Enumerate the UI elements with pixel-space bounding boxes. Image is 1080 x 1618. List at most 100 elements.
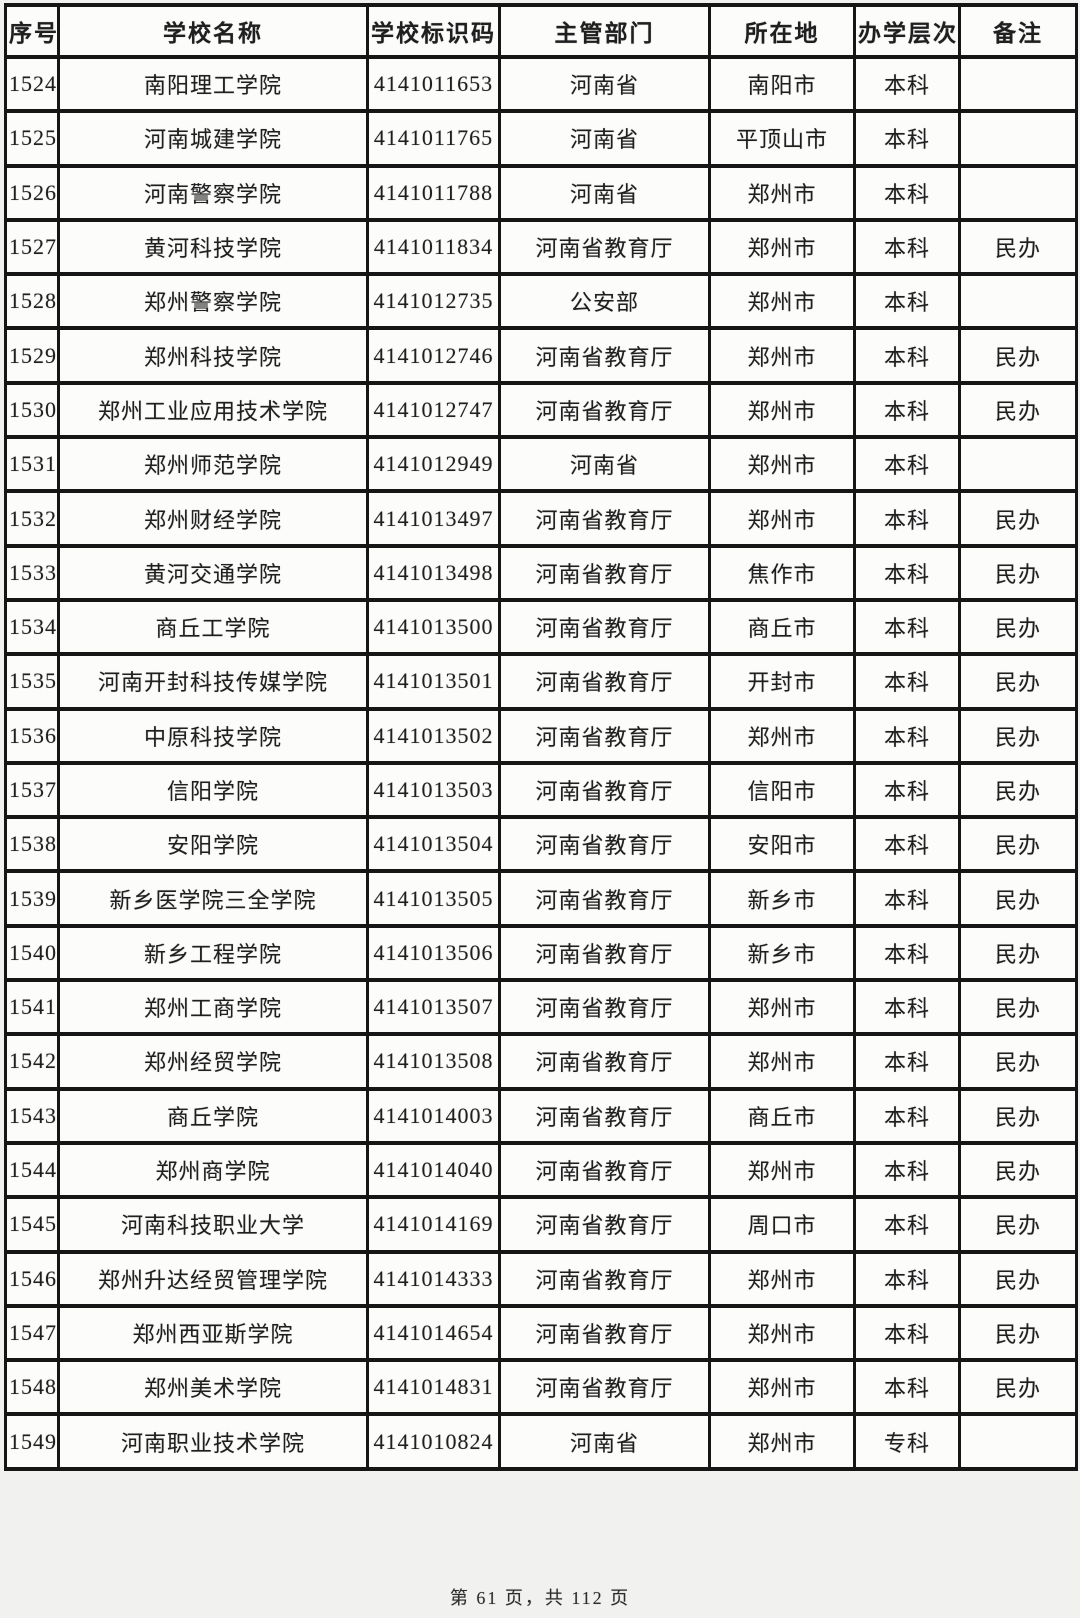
cell-note: 民办	[958, 326, 1078, 385]
cell-dept: 河南省教育厅	[498, 869, 711, 928]
cell-dept: 河南省	[498, 1412, 711, 1471]
table-row: 1543 商丘学院 4141014003 河南省教育厅 商丘市 本科 民办	[4, 1086, 1078, 1145]
cell-note: 民办	[958, 760, 1078, 820]
cell-level: 本科	[853, 272, 961, 331]
cell-city: 商丘市	[708, 1086, 856, 1145]
cell-note: 民办	[958, 978, 1078, 1037]
cell-code: 4141013502	[366, 706, 501, 765]
cell-level: 本科	[853, 217, 961, 277]
cell-level: 本科	[853, 543, 961, 602]
cell-name: 郑州科技学院	[57, 326, 369, 385]
cell-name: 黄河科技学院	[57, 217, 369, 277]
cell-dept: 河南省教育厅	[498, 489, 711, 548]
cell-level: 本科	[853, 978, 961, 1037]
cell-dept: 河南省教育厅	[498, 1086, 711, 1145]
column-header-serial: 序号	[4, 3, 60, 59]
cell-dept: 河南省教育厅	[498, 923, 711, 983]
cell-level: 本科	[853, 109, 961, 168]
cell-serial: 1536	[4, 706, 60, 765]
cell-code: 4141014040	[366, 1140, 501, 1200]
cell-name: 郑州工商学院	[57, 978, 369, 1037]
cell-city: 郑州市	[708, 1140, 856, 1200]
cell-serial: 1542	[4, 1032, 60, 1091]
cell-name: 河南科技职业大学	[57, 1195, 369, 1254]
table-row: 1537 信阳学院 4141013503 河南省教育厅 信阳市 本科 民办	[4, 760, 1078, 820]
cell-code: 4141011788	[366, 163, 501, 222]
cell-code: 4141014831	[366, 1358, 501, 1417]
cell-note: 民办	[958, 652, 1078, 711]
cell-dept: 河南省教育厅	[498, 1140, 711, 1200]
cell-note: 民办	[958, 815, 1078, 874]
table-row: 1540 新乡工程学院 4141013506 河南省教育厅 新乡市 本科 民办	[4, 923, 1078, 983]
cell-city: 郑州市	[708, 489, 856, 548]
cell-serial: 1545	[4, 1195, 60, 1254]
table-row: 1535 河南开封科技传媒学院 4141013501 河南省教育厅 开封市 本科 民办	[4, 652, 1078, 711]
cell-name: 郑州经贸学院	[57, 1032, 369, 1091]
cell-name: 河南城建学院	[57, 109, 369, 168]
cell-serial: 1533	[4, 543, 60, 602]
cell-code: 4141013506	[366, 923, 501, 983]
cell-city: 周口市	[708, 1195, 856, 1254]
cell-serial: 1547	[4, 1303, 60, 1363]
table-row: 1542 郑州经贸学院 4141013508 河南省教育厅 郑州市 本科 民办	[4, 1032, 1078, 1091]
cell-code: 4141012747	[366, 380, 501, 440]
cell-note: 民办	[958, 706, 1078, 765]
cell-city: 平顶山市	[708, 109, 856, 168]
table-row: 1544 郑州商学院 4141014040 河南省教育厅 郑州市 本科 民办	[4, 1140, 1078, 1200]
cell-name: 河南警察学院	[57, 163, 369, 222]
cell-code: 4141014654	[366, 1303, 501, 1363]
cell-note: 民办	[958, 923, 1078, 983]
cell-name: 郑州财经学院	[57, 489, 369, 548]
cell-name: 信阳学院	[57, 760, 369, 820]
column-header-level: 办学层次	[853, 3, 961, 59]
cell-name: 新乡医学院三全学院	[57, 869, 369, 928]
cell-level: 专科	[853, 1412, 961, 1471]
cell-name: 商丘工学院	[57, 597, 369, 657]
cell-level: 本科	[853, 489, 961, 548]
cell-level: 本科	[853, 1249, 961, 1308]
cell-dept: 河南省教育厅	[498, 1249, 711, 1308]
cell-name: 郑州警察学院	[57, 272, 369, 331]
header-row: 序号 学校名称 学校标识码 主管部门 所在地 办学层次 备注	[4, 3, 1078, 59]
cell-dept: 河南省教育厅	[498, 978, 711, 1037]
table-row: 1541 郑州工商学院 4141013507 河南省教育厅 郑州市 本科 民办	[4, 978, 1078, 1037]
cell-serial: 1524	[4, 54, 60, 114]
cell-dept: 河南省	[498, 435, 711, 494]
table-row: 1526 河南警察学院 4141011788 河南省 郑州市 本科	[4, 163, 1078, 222]
cell-city: 安阳市	[708, 815, 856, 874]
column-header-department: 主管部门	[498, 3, 711, 59]
cell-note: 民办	[958, 380, 1078, 440]
cell-code: 4141013507	[366, 978, 501, 1037]
cell-note: 民办	[958, 1086, 1078, 1145]
cell-code: 4141013498	[366, 543, 501, 602]
cell-city: 郑州市	[708, 706, 856, 765]
cell-level: 本科	[853, 706, 961, 765]
cell-code: 4141014333	[366, 1249, 501, 1308]
cell-serial: 1531	[4, 435, 60, 494]
cell-note	[958, 54, 1078, 114]
cell-city: 郑州市	[708, 1249, 856, 1308]
cell-level: 本科	[853, 1032, 961, 1091]
cell-serial: 1549	[4, 1412, 60, 1471]
cell-dept: 河南省教育厅	[498, 1303, 711, 1363]
table-row: 1533 黄河交通学院 4141013498 河南省教育厅 焦作市 本科 民办	[4, 543, 1078, 602]
cell-level: 本科	[853, 435, 961, 494]
table-row: 1549 河南职业技术学院 4141010824 河南省 郑州市 专科	[4, 1412, 1078, 1471]
cell-note	[958, 109, 1078, 168]
cell-dept: 河南省教育厅	[498, 1032, 711, 1091]
cell-city: 郑州市	[708, 163, 856, 222]
cell-code: 4141014169	[366, 1195, 501, 1254]
table-row: 1538 安阳学院 4141013504 河南省教育厅 安阳市 本科 民办	[4, 815, 1078, 874]
cell-serial: 1530	[4, 380, 60, 440]
cell-dept: 河南省教育厅	[498, 217, 711, 277]
cell-name: 安阳学院	[57, 815, 369, 874]
cell-level: 本科	[853, 923, 961, 983]
cell-note	[958, 435, 1078, 494]
cell-name: 商丘学院	[57, 1086, 369, 1145]
table-row: 1534 商丘工学院 4141013500 河南省教育厅 商丘市 本科 民办	[4, 597, 1078, 657]
cell-level: 本科	[853, 597, 961, 657]
cell-serial: 1534	[4, 597, 60, 657]
table-row: 1531 郑州师范学院 4141012949 河南省 郑州市 本科	[4, 435, 1078, 494]
cell-name: 河南职业技术学院	[57, 1412, 369, 1471]
